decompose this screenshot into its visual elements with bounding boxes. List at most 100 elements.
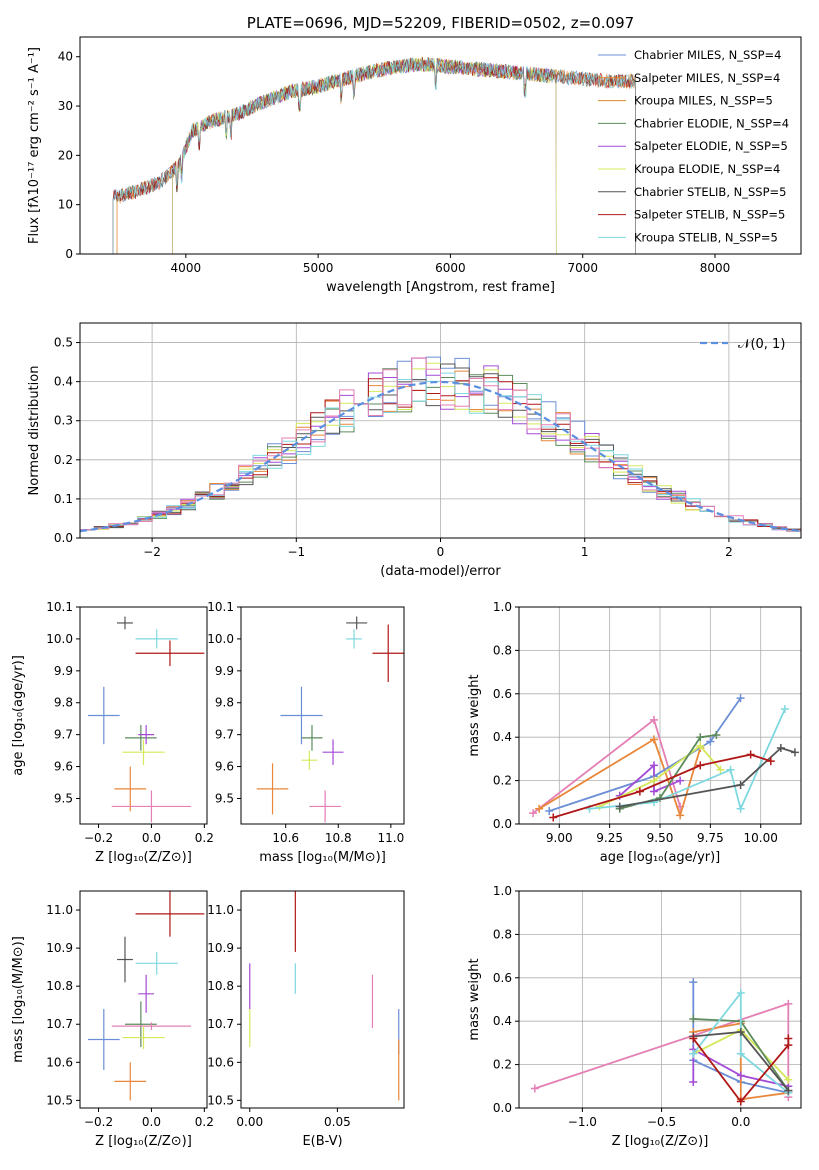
plot-area-z_mass: [87, 891, 205, 1101]
x-tick-label: −2: [143, 545, 161, 559]
weight-marker: [726, 765, 735, 774]
axes-frame: [79, 36, 802, 255]
axes-frame: [79, 606, 208, 825]
x-tick-label: 0.0: [142, 831, 161, 845]
spectrum-line: [112, 57, 636, 254]
y-tick-label: 0.4: [54, 375, 73, 389]
x-tick-label: 9.50: [647, 831, 674, 845]
x-tick-label: 1: [581, 545, 589, 559]
y-tick-label: 0.4: [493, 1014, 512, 1028]
x-axis-label: age [log₁₀(age/yr)]: [600, 850, 721, 865]
y-tick-label: 0.0: [493, 1101, 512, 1115]
x-tick-label: −1.0: [568, 1115, 597, 1129]
axes-frame: [518, 890, 802, 1109]
y-tick-label: 10.6: [207, 1055, 234, 1069]
y-tick-label: 9.7: [54, 728, 73, 742]
weight-marker: [736, 694, 745, 703]
y-tick-label: 0.0: [54, 531, 73, 545]
weight-marker: [649, 776, 658, 785]
weight-marker: [736, 1028, 745, 1037]
x-tick-label: 0.2: [195, 831, 214, 845]
weight-marker: [736, 1071, 745, 1080]
y-axis-label: mass weight: [467, 958, 482, 1040]
y-tick-label: 9.8: [215, 696, 234, 710]
y-tick-label: 0.6: [493, 687, 512, 701]
legend-label: Salpeter MILES, N_SSP=4: [634, 71, 780, 85]
weight-marker: [776, 744, 785, 753]
weight-marker: [736, 988, 745, 997]
y-tick-label: 40: [58, 50, 73, 64]
weight-line: [548, 697, 742, 812]
weight-marker: [736, 1049, 745, 1058]
y-tick-label: 0.8: [493, 643, 512, 657]
weight-marker: [784, 1034, 793, 1043]
x-tick-label: −1: [287, 545, 305, 559]
weight-marker: [736, 1097, 745, 1106]
legend-label: Chabrier MILES, N_SSP=4: [634, 48, 781, 62]
y-axis-label: mass [log₁₀(M/M⊙)]: [11, 936, 26, 1063]
x-tick-label: 9.75: [697, 831, 724, 845]
weight-line: [619, 746, 796, 808]
weight-marker: [780, 704, 789, 713]
y-tick-label: 20: [58, 148, 73, 162]
weight-marker: [649, 787, 658, 796]
y-tick-label: 9.5: [54, 791, 73, 805]
axes-frame: [240, 890, 405, 1109]
y-tick-label: 0.0: [493, 817, 512, 831]
weight-marker: [635, 787, 644, 796]
x-tick-label: 7000: [567, 261, 598, 275]
legend-label: Kroupa ELODIE, N_SSP=4: [634, 162, 780, 176]
legend: Chabrier MILES, N_SSP=4 Salpeter MILES, N…: [598, 48, 789, 244]
y-axis-label: age [log₁₀(age/yr)]: [11, 655, 26, 776]
weight-marker: [689, 1077, 698, 1086]
y-axis-label: Flux [fλ10⁻¹⁷ erg cm⁻² s⁻¹ A⁻¹]: [27, 47, 42, 244]
y-tick-label: 9.6: [54, 760, 73, 774]
spectrum-line: [172, 57, 557, 254]
weight-marker: [696, 761, 705, 770]
legend-label: Kroupa STELIB, N_SSP=5: [634, 230, 778, 244]
weight-marker: [790, 748, 799, 757]
panel-ebv_mass: 0.00 0.05 10.5 10.6 10.7 10.8 10.9 11.0 E(B-V): [207, 890, 405, 1149]
x-tick-label: −0.5: [647, 1115, 676, 1129]
y-tick-label: 30: [58, 99, 73, 113]
weight-marker: [696, 741, 705, 750]
y-tick-label: 9.9: [215, 664, 234, 678]
y-tick-label: 10.1: [207, 600, 234, 614]
x-tick-label: 5000: [303, 261, 334, 275]
weight-marker: [784, 999, 793, 1008]
y-tick-label: 9.5: [215, 791, 234, 805]
panel-spectrum: 4000 5000 6000 7000 8000 0 10 20 30 40 wavelength …: [27, 14, 802, 295]
y-tick-label: 9.9: [54, 664, 73, 678]
weight-marker: [689, 1034, 698, 1043]
spectrum-line: [112, 56, 636, 254]
panel-residuals: −2 −1 0 1 2 0.0 0.1 0.2 0.3 0.4 0.5 (data-model)/er…: [27, 322, 802, 579]
weight-marker: [766, 757, 775, 766]
weight-marker: [676, 776, 685, 785]
spectrum-line: [116, 57, 636, 254]
y-tick-label: 10.6: [46, 1055, 73, 1069]
legend-label: Salpeter STELIB, N_SSP=5: [634, 208, 785, 222]
weight-marker: [689, 978, 698, 987]
weight-marker: [706, 737, 715, 746]
y-tick-label: 9.6: [215, 760, 234, 774]
panel-z_age: −0.2 0.0 0.2 9.5 9.6 9.7 9.8 9.9 10.0 10.1 Z [log₁…: [11, 600, 214, 865]
legend: 𝒩(0, 1): [700, 337, 785, 352]
x-axis-label: Z [log₁₀(Z/Z⊙)]: [612, 1134, 709, 1149]
x-tick-label: 4000: [171, 261, 202, 275]
weight-marker: [746, 750, 755, 759]
y-tick-label: 1.0: [493, 884, 512, 898]
histogram-step: [80, 357, 801, 532]
x-tick-label: 10.8: [325, 831, 352, 845]
y-tick-label: 0.2: [54, 453, 73, 467]
chart-title: PLATE=0696, MJD=52209, FIBERID=0502, z=0…: [247, 14, 634, 32]
x-tick-label: 0.05: [324, 1115, 351, 1129]
y-axis-label: Normed distribution: [27, 366, 42, 496]
x-axis-label: wavelength [Angstrom, rest frame]: [326, 280, 555, 295]
x-tick-label: 9.00: [546, 831, 573, 845]
legend-label: Chabrier ELODIE, N_SSP=4: [634, 116, 789, 130]
weight-marker: [689, 1015, 698, 1024]
y-tick-label: 10.1: [46, 600, 73, 614]
x-axis-label: Z [log₁₀(Z/Z⊙)]: [95, 850, 192, 865]
plot-area-spectrum: [112, 56, 636, 254]
plot-area-mass_age: [256, 616, 404, 823]
